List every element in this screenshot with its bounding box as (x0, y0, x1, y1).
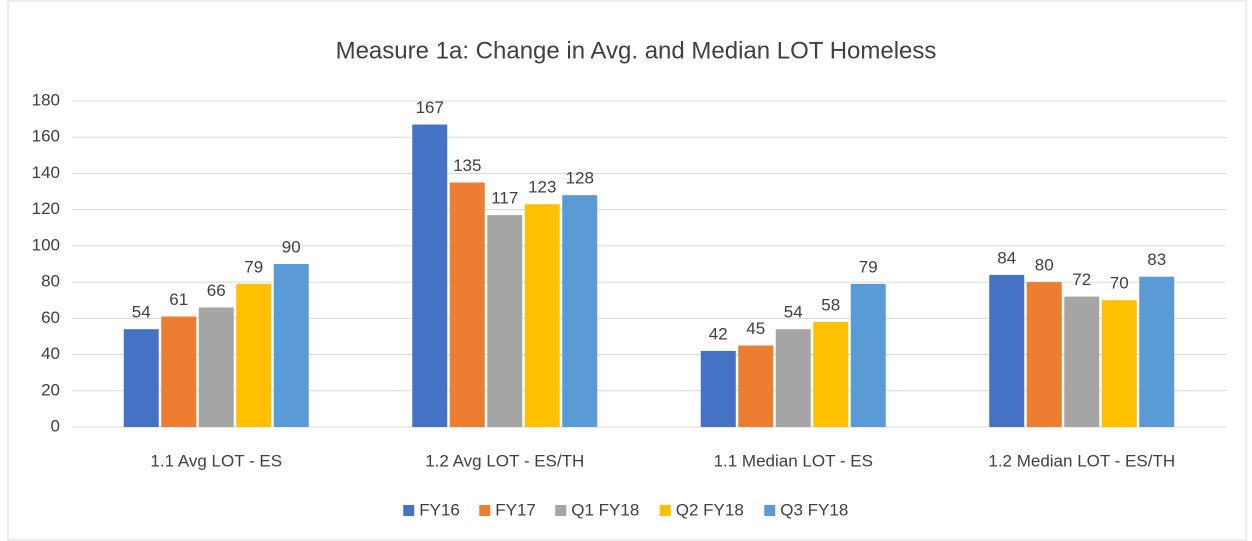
bar (236, 283, 272, 427)
legend-swatch (479, 505, 491, 516)
data-label: 83 (1147, 250, 1166, 269)
legend-swatch (659, 505, 671, 516)
x-tick-label: 1.1 Median LOT - ES (714, 451, 873, 470)
data-label: 45 (746, 319, 765, 338)
legend-label: Q1 FY18 (571, 500, 639, 519)
data-label: 79 (244, 257, 263, 276)
data-label: 135 (453, 156, 481, 175)
chart-border (7, 0, 1247, 541)
data-label: 66 (207, 281, 226, 300)
y-tick-label: 160 (32, 127, 60, 146)
bar (487, 215, 523, 427)
bar (412, 124, 448, 428)
y-tick-label: 20 (41, 380, 60, 399)
data-label: 90 (282, 237, 301, 256)
y-tick-label: 60 (41, 308, 60, 327)
bar (1139, 276, 1175, 427)
data-label: 79 (859, 257, 878, 276)
chart-title: Measure 1a: Change in Avg. and Median LO… (336, 37, 937, 64)
legend-label: Q3 FY18 (780, 500, 848, 519)
bar (1064, 296, 1100, 427)
data-label: 167 (416, 98, 444, 117)
legend-label: FY16 (419, 500, 460, 519)
y-tick-label: 140 (32, 163, 60, 182)
x-tick-label: 1.1 Avg LOT - ES (150, 451, 282, 470)
y-tick-label: 0 (51, 416, 60, 435)
bar (562, 195, 598, 427)
y-tick-label: 80 (41, 272, 60, 291)
bar (123, 329, 159, 427)
bar (198, 307, 234, 427)
bar (738, 345, 774, 427)
data-label: 84 (997, 248, 1016, 267)
data-label: 42 (709, 324, 728, 343)
bar (813, 321, 849, 427)
data-label: 58 (821, 295, 840, 314)
data-label: 54 (784, 303, 803, 322)
legend-swatch (764, 505, 776, 516)
legend-label: Q2 FY18 (676, 500, 744, 519)
data-label: 80 (1035, 256, 1054, 275)
data-label: 117 (491, 189, 518, 208)
bar (775, 329, 811, 427)
y-tick-label: 40 (41, 344, 60, 363)
legend-swatch (555, 505, 567, 516)
bar (273, 264, 309, 427)
x-tick-label: 1.2 Median LOT - ES/TH (988, 451, 1175, 470)
bar (1026, 282, 1062, 427)
data-label: 72 (1072, 270, 1091, 289)
data-label: 123 (528, 178, 556, 197)
bar (850, 283, 886, 427)
data-label: 128 (566, 169, 594, 188)
legend-label: FY17 (495, 500, 536, 519)
bar (449, 182, 485, 427)
bar (1101, 300, 1137, 427)
y-tick-label: 100 (32, 235, 60, 254)
y-tick-label: 180 (32, 90, 60, 109)
data-label: 54 (132, 303, 151, 322)
bar (700, 350, 736, 427)
bar (989, 274, 1025, 427)
data-label: 70 (1110, 274, 1129, 293)
data-label: 61 (169, 290, 188, 309)
x-tick-label: 1.2 Avg LOT - ES/TH (425, 451, 584, 470)
bar (161, 316, 197, 427)
legend-swatch (403, 505, 415, 516)
bar (524, 204, 560, 427)
y-tick-label: 120 (32, 199, 60, 218)
